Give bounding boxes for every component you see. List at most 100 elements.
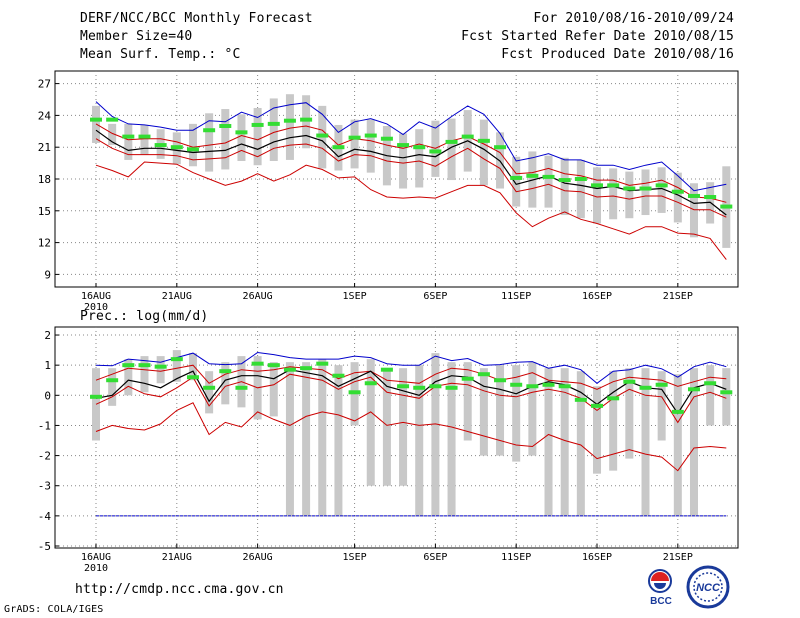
y-tick-label: -1 xyxy=(38,419,51,432)
ensemble-range-bar xyxy=(431,353,440,516)
observed-mark xyxy=(655,183,668,188)
ensemble-range-bar xyxy=(544,155,553,208)
ensemble-range-bar xyxy=(399,368,408,486)
series-line-upper-inner xyxy=(95,364,727,390)
ensemble-range-bar xyxy=(334,365,343,516)
source-url[interactable]: http://cmdp.ncc.cma.gov.cn xyxy=(75,582,284,597)
x-tick-label: 11SEP xyxy=(501,552,531,563)
ensemble-range-bar xyxy=(657,167,666,213)
bcc-logo-text: BCC xyxy=(650,596,672,607)
series-line-lower-inner xyxy=(95,138,727,218)
ensemble-range-bar xyxy=(366,119,375,173)
ensemble-range-bar xyxy=(124,123,133,160)
x-tick-label: 21AUG xyxy=(162,552,192,563)
x-tick-label: 26AUG xyxy=(243,291,273,302)
ensemble-range-bar xyxy=(496,365,505,456)
observed-mark xyxy=(510,175,523,180)
y-tick-label: -5 xyxy=(38,540,51,553)
observed-mark xyxy=(591,183,604,188)
x-tick-label: 21SEP xyxy=(663,291,693,302)
series-line-mean xyxy=(95,369,727,415)
observed-mark xyxy=(203,385,216,390)
ensemble-range-bar xyxy=(544,368,553,516)
observed-mark xyxy=(332,145,345,150)
observed-mark xyxy=(477,372,490,377)
ensemble-range-bar xyxy=(188,123,197,167)
x-tick-label: 16AUG xyxy=(81,552,111,563)
observed-mark xyxy=(574,177,587,181)
ensemble-range-bar xyxy=(447,118,456,181)
observed-mark xyxy=(283,367,296,372)
observed-mark xyxy=(461,376,474,381)
observed-mark xyxy=(348,135,361,140)
observed-mark xyxy=(558,178,571,183)
ensemble-range-bar xyxy=(609,371,618,471)
ensemble-range-bar xyxy=(188,353,197,381)
ensemble-range-bar xyxy=(108,123,117,146)
observed-mark xyxy=(251,361,264,366)
observed-mark xyxy=(332,373,345,378)
ensemble-range-bar xyxy=(609,168,618,220)
observed-mark xyxy=(687,387,700,392)
observed-mark xyxy=(219,369,232,374)
ensemble-range-bar xyxy=(593,167,602,224)
series-line-upper xyxy=(95,351,727,384)
observed-mark xyxy=(170,145,183,150)
y-tick-label: 21 xyxy=(38,141,51,154)
ensemble-range-bar xyxy=(269,362,278,417)
observed-mark xyxy=(526,384,539,389)
y-tick-label: 24 xyxy=(38,109,52,122)
series-line-lower xyxy=(95,402,727,472)
observed-mark xyxy=(267,121,280,126)
ensemble-range-bar xyxy=(689,183,698,238)
series-line-lower xyxy=(95,161,727,260)
ensemble-range-bar xyxy=(560,368,569,516)
y-tick-label: 9 xyxy=(44,268,51,281)
x-tick-sublabel: 2010 xyxy=(84,563,108,574)
ensemble-range-bar xyxy=(463,362,472,441)
ensemble-range-bar xyxy=(350,119,359,169)
ensemble-range-bar xyxy=(415,129,424,188)
observed-mark xyxy=(671,189,684,194)
temperature-panel-title: Mean Surf. Temp.: °C xyxy=(80,47,241,62)
observed-mark xyxy=(106,378,119,383)
observed-mark xyxy=(477,138,490,143)
observed-mark xyxy=(251,122,264,127)
observed-mark xyxy=(445,385,458,390)
observed-mark xyxy=(364,381,377,386)
series-line-mean xyxy=(95,129,727,216)
observed-mark xyxy=(106,117,119,122)
ncc-logo: NCC xyxy=(686,565,730,609)
ensemble-range-bar xyxy=(641,368,650,516)
ensemble-range-bar xyxy=(657,371,666,441)
observed-mark xyxy=(138,363,151,368)
observed-mark xyxy=(542,382,555,387)
observed-mark xyxy=(494,378,507,383)
ensemble-range-bar xyxy=(576,371,585,516)
series-line-upper-inner xyxy=(95,123,727,203)
observed-mark xyxy=(122,134,135,139)
ensemble-range-bar xyxy=(560,157,569,216)
member-size: Member Size=40 xyxy=(80,29,193,44)
observed-mark xyxy=(526,173,539,178)
ensemble-range-bar xyxy=(479,368,488,456)
observed-mark xyxy=(316,361,329,366)
observed-mark xyxy=(413,385,426,390)
observed-mark xyxy=(574,397,587,402)
ensemble-range-bar xyxy=(528,362,537,456)
observed-mark xyxy=(170,357,183,362)
observed-mark xyxy=(639,385,652,390)
x-tick-label: 1SEP xyxy=(343,552,367,563)
ensemble-range-bar xyxy=(593,386,602,474)
ensemble-range-bar xyxy=(722,368,731,426)
ensemble-range-bar xyxy=(641,169,650,216)
grads-credit: GrADS: COLA/IGES xyxy=(4,604,104,615)
ensemble-range-bar xyxy=(140,124,149,155)
ensemble-range-bar xyxy=(512,156,521,207)
ensemble-range-bar xyxy=(124,359,133,396)
observed-mark xyxy=(607,396,620,401)
observed-mark xyxy=(639,186,652,191)
observed-mark xyxy=(380,367,393,372)
series-line-upper xyxy=(95,101,727,192)
x-tick-label: 16AUG xyxy=(81,291,111,302)
